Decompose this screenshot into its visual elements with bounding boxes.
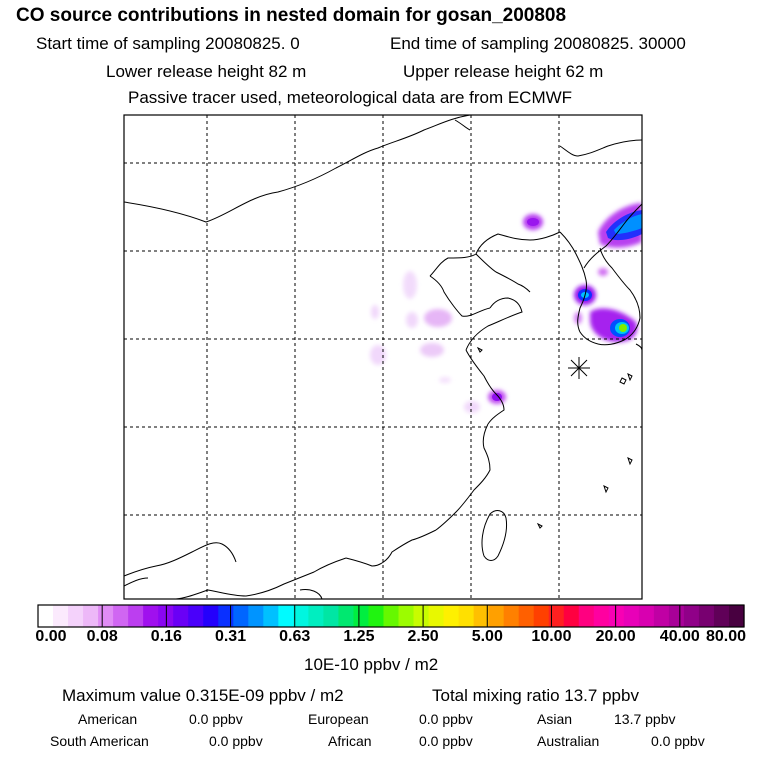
colorbar-cell [248,605,264,627]
colorbar-cell [623,605,640,627]
max-value: Maximum value 0.315E-09 ppbv / m2 [62,686,344,705]
colorbar-frame [37,604,745,628]
european-value: 0.0 ppbv [419,711,473,727]
colorbar-cell [593,605,610,627]
colorbar-cell [518,605,535,627]
colorbar-cell [638,605,655,627]
colorbar-cell [143,605,159,627]
colorbar-cell [353,605,370,627]
plume-patch [424,309,452,327]
colorbar-cell [488,605,505,627]
tracer-note: Passive tracer used, meteorological data… [128,88,573,107]
colorbar-cell [308,605,324,627]
colorbar-cell [713,605,730,627]
colorbar-cell [728,605,745,627]
colorbar-tick-label: 0.00 [35,628,67,645]
colorbar-cell [233,605,249,627]
american-label: American [78,711,138,727]
african-label: African [328,733,372,749]
upper-release-height: Upper release height 62 m [403,62,604,81]
colorbar-tick-label: 0.08 [86,628,118,645]
plume-patch [598,268,608,276]
colorbar-cell [203,605,219,627]
colorbar-tick-label: 10.00 [531,628,572,645]
plume-patch [371,305,379,319]
colorbar-cell [563,605,580,627]
plume-patch [464,401,480,413]
colorbar-cell [473,605,490,627]
colorbar-cell [653,605,670,627]
colorbar-cell [83,605,99,627]
plume-patch [614,214,642,234]
asian-value: 13.7 ppbv [614,711,676,727]
colorbar-cell [668,605,685,627]
coastlines [124,115,642,599]
plot-title: CO source contributions in nested domain… [16,5,567,26]
colorbar-cell [38,605,54,627]
colorbar-unit: 10E-10 ppbv / m2 [304,655,439,674]
colorbar-cell [53,605,69,627]
australian-value: 0.0 ppbv [651,733,705,749]
colorbar-cell [98,605,114,627]
colorbar-cell [338,605,355,627]
european-label: European [308,711,369,727]
colorbar-tick-label: 1.25 [343,628,375,645]
colorbar-cell [608,605,625,627]
plume-patch [370,345,386,365]
plume-patch [439,377,451,383]
start-time-label: Start time of sampling 20080825. 0 [36,34,300,53]
end-time-label: End time of sampling 20080825. 30000 [390,34,686,53]
lower-release-height: Lower release height 82 m [106,62,307,81]
colorbar-cell [323,605,340,627]
colorbar-cell [443,605,460,627]
plume-patch [406,312,418,328]
colorbar-cell [383,605,400,627]
colorbar-cell [578,605,595,627]
colorbar-tick-label: 0.63 [279,628,311,645]
colorbar-cell [533,605,550,627]
colorbar-cell [68,605,84,627]
colorbar-cell [428,605,445,627]
african-value: 0.0 ppbv [419,733,473,749]
colorbar-cell [113,605,129,627]
australian-label: Australian [537,733,600,749]
colorbar-tick-label: 0.16 [150,628,182,645]
colorbar-tick-label: 0.31 [214,628,247,645]
colorbar-cell [263,605,279,627]
colorbar-cell [293,605,309,627]
colorbar-cell [698,605,715,627]
plume-patch [619,324,627,332]
map-frame [123,114,643,600]
colorbar-cell [503,605,520,627]
colorbar-cell [398,605,415,627]
colorbar-tick-label: 80.00 [705,628,747,645]
colorbar-cell [278,605,294,627]
plume-patch [403,271,417,299]
receptor-star-icon [568,357,590,379]
colorbar-cell [128,605,144,627]
plume-patch [527,218,539,226]
plume-patch [492,393,502,401]
colorbar-tick-label: 40.00 [659,628,700,645]
colorbar-cell [683,605,700,627]
colorbar-tick-label: 5.00 [471,628,503,645]
colorbar-tick-label: 20.00 [595,628,636,645]
colorbar-cell [188,605,204,627]
colorbar-cell [413,605,430,627]
south-american-value: 0.0 ppbv [209,733,263,749]
asian-label: Asian [537,711,573,727]
total-mixing-ratio: Total mixing ratio 13.7 ppbv [432,686,639,705]
south-american-label: South American [50,733,149,749]
colorbar-tick-label: 2.50 [407,628,439,645]
colorbar-cell [173,605,189,627]
colorbar-cell [548,605,565,627]
colorbar-cell [218,605,234,627]
colorbar-cell [368,605,385,627]
american-value: 0.0 ppbv [189,711,243,727]
plume-patch [420,343,444,357]
graticule [124,115,642,599]
colorbar-cell [458,605,475,627]
